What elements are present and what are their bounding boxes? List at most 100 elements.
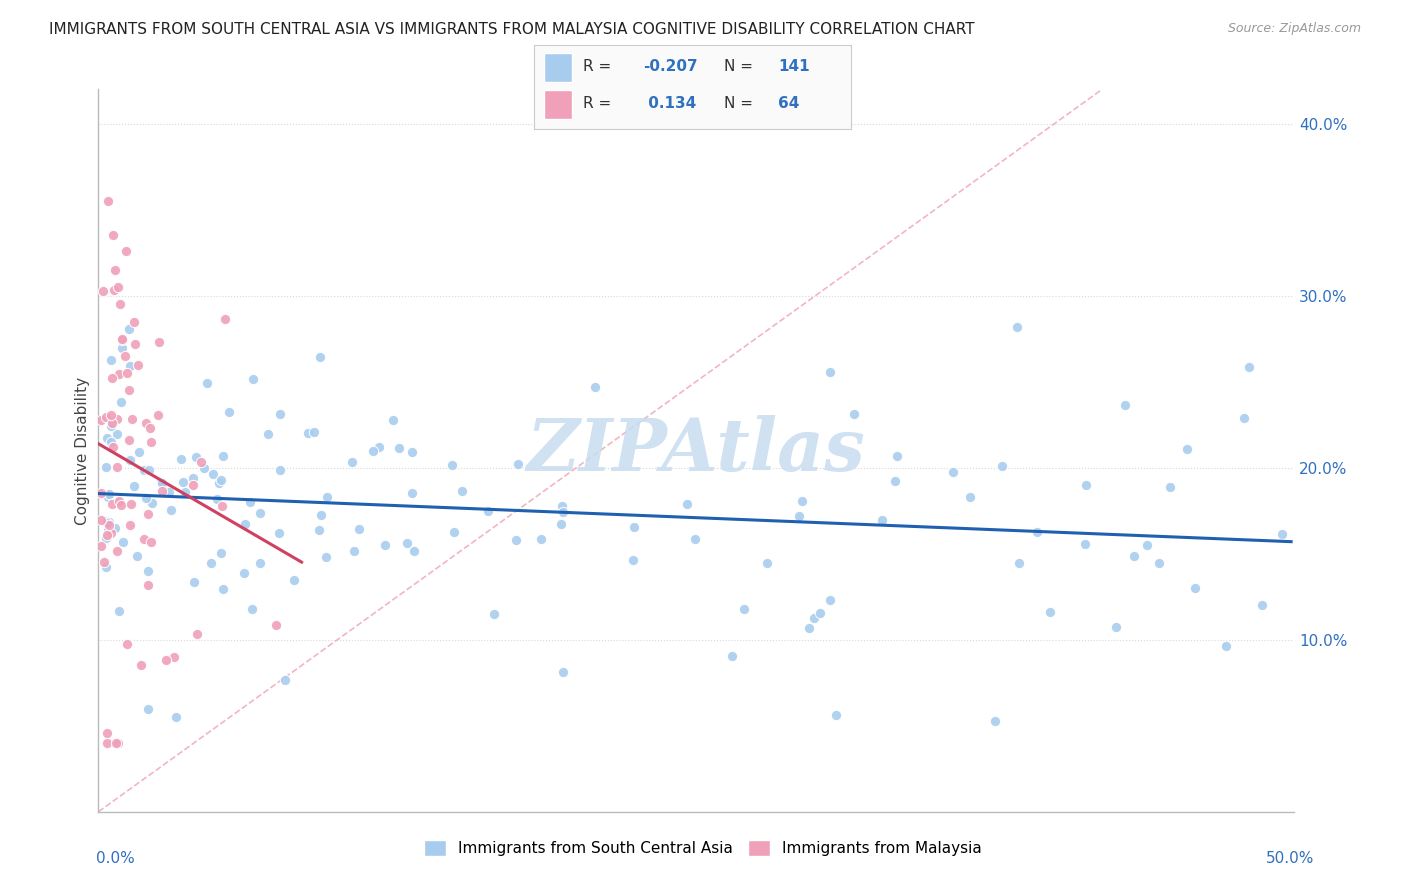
Text: R =: R = bbox=[583, 59, 616, 74]
Point bbox=[218, 404, 240, 418]
Point bbox=[388, 441, 411, 455]
Point bbox=[94, 460, 117, 475]
Point bbox=[302, 425, 325, 439]
Point bbox=[90, 413, 112, 427]
Point bbox=[138, 508, 160, 522]
Point bbox=[183, 574, 205, 589]
Point bbox=[1271, 526, 1294, 541]
Point bbox=[118, 453, 141, 467]
Point bbox=[94, 531, 117, 545]
Point bbox=[401, 486, 423, 500]
Point bbox=[97, 486, 120, 500]
Point bbox=[186, 627, 208, 641]
Point bbox=[808, 606, 831, 620]
Point bbox=[107, 494, 129, 508]
Point bbox=[886, 449, 908, 463]
Point bbox=[110, 499, 132, 513]
Point bbox=[97, 523, 120, 537]
Point bbox=[93, 555, 115, 569]
Point bbox=[122, 316, 145, 330]
Point bbox=[150, 476, 173, 491]
Point bbox=[382, 413, 405, 427]
Point bbox=[135, 416, 157, 430]
Point bbox=[139, 434, 162, 449]
Point bbox=[120, 517, 142, 532]
Point bbox=[233, 566, 256, 581]
Point bbox=[240, 601, 263, 615]
Point bbox=[249, 556, 271, 570]
Point bbox=[308, 523, 330, 537]
Legend: Immigrants from South Central Asia, Immigrants from Malaysia: Immigrants from South Central Asia, Immi… bbox=[419, 834, 987, 862]
Point bbox=[623, 519, 645, 533]
Point bbox=[100, 526, 122, 541]
Point bbox=[959, 490, 981, 504]
Point bbox=[100, 409, 122, 423]
Point bbox=[733, 602, 755, 616]
Point bbox=[530, 533, 553, 547]
Point bbox=[274, 673, 297, 687]
Point bbox=[721, 649, 744, 664]
Point bbox=[883, 474, 905, 488]
Point bbox=[820, 365, 842, 379]
Point bbox=[105, 459, 128, 474]
Point bbox=[114, 349, 136, 363]
Point bbox=[195, 376, 218, 390]
Point bbox=[212, 582, 235, 596]
Point bbox=[675, 497, 697, 511]
Point bbox=[118, 384, 141, 398]
Point bbox=[124, 336, 146, 351]
Point bbox=[551, 500, 574, 514]
Point bbox=[209, 473, 232, 487]
Point bbox=[361, 443, 384, 458]
Point bbox=[90, 513, 112, 527]
Point bbox=[200, 556, 222, 570]
Text: R =: R = bbox=[583, 96, 616, 112]
Point bbox=[316, 491, 339, 505]
Point bbox=[165, 710, 187, 724]
Point bbox=[138, 578, 160, 592]
Point bbox=[870, 513, 893, 527]
Point bbox=[105, 543, 128, 558]
Point bbox=[103, 521, 125, 535]
Point bbox=[1122, 549, 1144, 564]
Point bbox=[91, 285, 114, 299]
Point bbox=[844, 407, 866, 421]
Point bbox=[135, 491, 157, 505]
Point bbox=[1159, 480, 1181, 494]
Point bbox=[269, 407, 291, 421]
Point bbox=[96, 528, 118, 542]
Point bbox=[205, 491, 228, 506]
Text: -0.207: -0.207 bbox=[644, 59, 697, 74]
Point bbox=[100, 417, 122, 431]
Point bbox=[1175, 442, 1198, 456]
Text: N =: N = bbox=[724, 59, 758, 74]
Point bbox=[551, 505, 574, 519]
Point bbox=[107, 494, 129, 508]
Point bbox=[621, 553, 644, 567]
Text: 0.134: 0.134 bbox=[644, 96, 696, 112]
Point bbox=[1237, 360, 1260, 375]
Point bbox=[1136, 538, 1159, 552]
Point bbox=[141, 534, 163, 549]
Point bbox=[239, 495, 262, 509]
Point bbox=[118, 322, 141, 336]
Point bbox=[477, 504, 499, 518]
Point bbox=[105, 426, 128, 441]
Point bbox=[108, 604, 131, 618]
Point bbox=[585, 380, 607, 394]
Point bbox=[683, 532, 706, 546]
Text: N =: N = bbox=[724, 96, 758, 112]
Point bbox=[1147, 556, 1170, 570]
Point bbox=[148, 334, 170, 349]
Point bbox=[108, 297, 131, 311]
Point bbox=[96, 726, 118, 740]
Text: IMMIGRANTS FROM SOUTH CENTRAL ASIA VS IMMIGRANTS FROM MALAYSIA COGNITIVE DISABIL: IMMIGRANTS FROM SOUTH CENTRAL ASIA VS IM… bbox=[49, 22, 974, 37]
Point bbox=[157, 484, 180, 499]
Point bbox=[136, 564, 159, 578]
Point bbox=[803, 611, 825, 625]
Point bbox=[94, 514, 117, 528]
Point bbox=[1039, 605, 1062, 619]
Point bbox=[184, 450, 207, 464]
Point bbox=[824, 707, 846, 722]
Point bbox=[1233, 410, 1256, 425]
